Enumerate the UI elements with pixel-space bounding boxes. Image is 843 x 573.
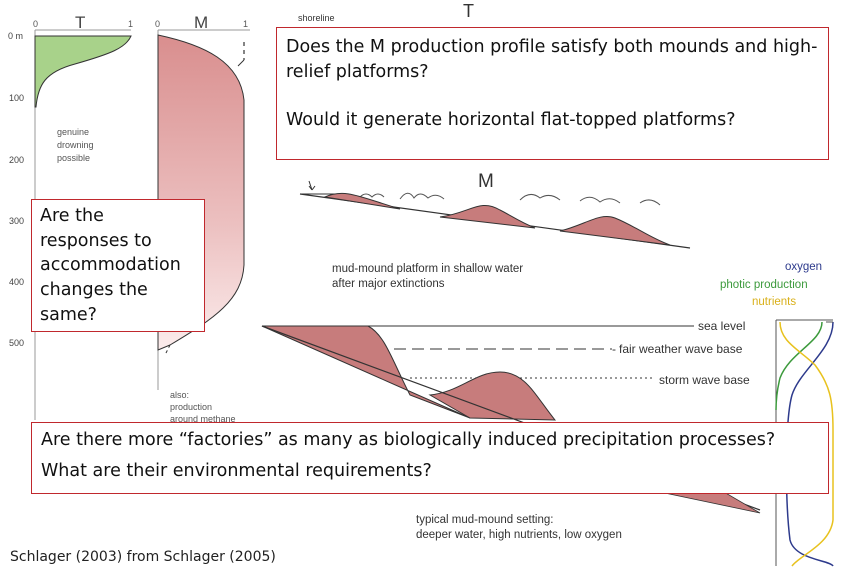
- m-panel-note-line: also:: [170, 390, 189, 400]
- t-panel-note-line: possible: [57, 153, 90, 163]
- t-panel-scale-min: 0: [33, 19, 38, 29]
- photic-production-curve: [775, 321, 823, 411]
- depth-tick-label: 0 m: [8, 31, 23, 41]
- mud-mound-buildup: [428, 371, 557, 421]
- callout-text: Are the responses to accommodation chang…: [40, 206, 181, 325]
- nutrients-curve: [779, 321, 834, 567]
- mound-shape: [559, 216, 671, 246]
- platform-caption-line: after major extinctions: [332, 278, 445, 290]
- callout-text: What are their environmental requirement…: [41, 460, 432, 481]
- t-sketch-title: T: [463, 1, 474, 21]
- setting-caption-line: typical mud-mound setting:: [416, 514, 553, 526]
- depth-tick-label: 300: [9, 216, 24, 226]
- fair-weather-label: fair weather wave base: [619, 342, 743, 356]
- nutrients-label: nutrients: [752, 296, 796, 308]
- m-panel-note-line: production: [170, 402, 212, 412]
- mound-shape: [439, 205, 536, 229]
- mound-shape: [323, 192, 401, 210]
- mud-mound-platform: [261, 325, 471, 419]
- t-panel-scale-max: 1: [128, 19, 133, 29]
- callout-text: Would it generate horizontal flat-topped…: [286, 109, 736, 130]
- depth-tick-label: 200: [9, 155, 24, 165]
- oxygen-label: oxygen: [785, 261, 822, 273]
- m-panel-scale-max: 1: [243, 19, 248, 29]
- t-panel-note-line: genuine: [57, 127, 89, 137]
- m-panel-title: M: [194, 13, 208, 32]
- svg-text:-: -: [612, 342, 616, 356]
- storm-wave-label: storm wave base: [659, 373, 750, 387]
- callout-text: Does the M production profile satisfy bo…: [286, 37, 818, 82]
- callout-question-factories: Are there more “factories” as many as bi…: [31, 422, 829, 494]
- platform-sketches: shoreline T M mud-mound platform in shal…: [261, 1, 761, 541]
- t-panel-note-line: drowning: [57, 140, 94, 150]
- nutrient-oxygen-profile: oxygen photic production nutrients: [720, 261, 834, 567]
- citation: Schlager (2003) from Schlager (2005): [10, 549, 276, 565]
- shoreline-label: shoreline: [298, 13, 335, 23]
- t-production-curve: [34, 35, 132, 108]
- setting-caption-line: deeper water, high nutrients, low oxygen: [416, 529, 622, 541]
- callout-question-accommodation: Are the responses to accommodation chang…: [31, 199, 205, 332]
- callout-question-mounds-platforms: Does the M production profile satisfy bo…: [276, 27, 829, 160]
- platform-caption-line: mud-mound platform in shallow water: [332, 263, 523, 275]
- m-panel-note-line: around methane: [170, 414, 236, 424]
- photic-production-label: photic production: [720, 279, 808, 291]
- depth-tick-label: 100: [9, 93, 24, 103]
- m-sketch-title: M: [478, 171, 494, 192]
- depth-tick-label: 400: [9, 277, 24, 287]
- t-panel-title: T: [75, 13, 85, 32]
- callout-text: Are there more “factories” as many as bi…: [41, 430, 776, 450]
- sea-level-label: sea level: [698, 319, 745, 333]
- depth-axis: 0 m 100 200 300 400 500: [8, 31, 24, 348]
- m-panel-scale-min: 0: [155, 19, 160, 29]
- depth-tick-label: 500: [9, 338, 24, 348]
